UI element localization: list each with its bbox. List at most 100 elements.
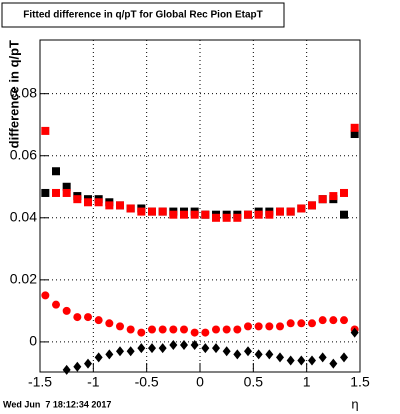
marker <box>94 316 103 325</box>
marker <box>244 322 252 331</box>
y-tick-label: 0.04 <box>10 208 37 224</box>
marker <box>297 204 306 213</box>
marker <box>265 322 274 331</box>
marker <box>73 361 82 372</box>
marker <box>105 349 114 360</box>
marker <box>212 213 220 222</box>
marker <box>254 322 263 331</box>
marker <box>126 325 135 334</box>
marker <box>233 213 242 222</box>
marker <box>308 355 316 366</box>
marker <box>276 207 284 216</box>
marker <box>158 207 167 216</box>
marker <box>137 343 146 354</box>
title-box <box>1 2 285 28</box>
marker <box>190 328 199 337</box>
marker <box>318 316 327 325</box>
marker <box>148 325 156 334</box>
marker <box>212 343 220 354</box>
marker <box>233 349 242 360</box>
marker <box>190 210 199 219</box>
marker <box>116 346 124 357</box>
marker <box>73 195 82 204</box>
marker <box>265 210 274 219</box>
marker <box>84 358 92 369</box>
marker <box>180 325 188 334</box>
x-tick-label: -1.5 <box>28 374 52 390</box>
marker <box>244 346 252 357</box>
marker <box>62 306 71 315</box>
marker <box>222 213 231 222</box>
x-axis-label: η <box>351 396 358 411</box>
marker <box>180 340 188 351</box>
x-tick-label: -1 <box>87 374 100 390</box>
marker <box>169 210 178 219</box>
marker <box>329 316 338 325</box>
marker <box>52 188 60 197</box>
marker <box>148 343 156 354</box>
y-tick-label: 0.06 <box>10 146 37 162</box>
y-tick-label: 0.08 <box>10 84 37 100</box>
marker <box>329 358 338 369</box>
marker <box>265 349 274 360</box>
marker <box>126 346 135 357</box>
x-tick-label: 1 <box>303 374 311 390</box>
marker <box>286 319 295 328</box>
marker <box>212 325 220 334</box>
marker <box>222 325 231 334</box>
timestamp: Wed Jun 7 18:12:34 2017 <box>3 399 111 409</box>
marker <box>318 352 327 363</box>
marker <box>340 316 348 325</box>
chart-title: Fitted difference in q/pT for Global Rec… <box>23 10 262 21</box>
marker <box>105 319 114 328</box>
marker <box>201 210 210 219</box>
marker <box>84 313 92 322</box>
x-tick-label: 1.5 <box>350 374 370 390</box>
marker <box>52 167 60 176</box>
marker <box>52 300 60 309</box>
marker <box>41 291 50 300</box>
marker <box>41 126 50 135</box>
marker <box>297 355 306 366</box>
marker <box>233 325 242 334</box>
marker <box>169 340 178 351</box>
marker <box>222 346 231 357</box>
marker <box>318 195 327 204</box>
marker <box>62 182 71 191</box>
x-tick-label: 0 <box>196 374 204 390</box>
marker <box>158 343 167 354</box>
marker <box>158 325 167 334</box>
x-tick-label: 0.5 <box>244 374 264 390</box>
y-axis-label: difference in q/pT <box>6 40 21 148</box>
marker <box>201 328 210 337</box>
marker <box>340 188 348 197</box>
marker <box>340 352 348 363</box>
marker <box>137 207 146 216</box>
marker <box>116 201 124 210</box>
marker <box>297 319 306 328</box>
marker <box>308 201 316 210</box>
marker <box>94 198 103 207</box>
marker <box>62 364 71 375</box>
marker <box>244 210 252 219</box>
marker <box>190 340 199 351</box>
marker <box>126 204 135 213</box>
y-tick-label: 0.02 <box>10 271 37 287</box>
y-tick-label: 0 <box>29 333 37 349</box>
marker <box>276 322 284 331</box>
marker <box>254 349 263 360</box>
marker <box>350 327 359 338</box>
marker <box>73 313 82 322</box>
marker <box>105 201 114 210</box>
marker <box>180 210 188 219</box>
marker <box>286 355 295 366</box>
marker <box>350 123 359 132</box>
marker <box>308 319 316 328</box>
marker <box>137 328 146 337</box>
marker <box>276 352 284 363</box>
marker <box>350 130 359 139</box>
marker <box>329 192 338 201</box>
marker <box>116 322 124 331</box>
marker <box>94 352 103 363</box>
